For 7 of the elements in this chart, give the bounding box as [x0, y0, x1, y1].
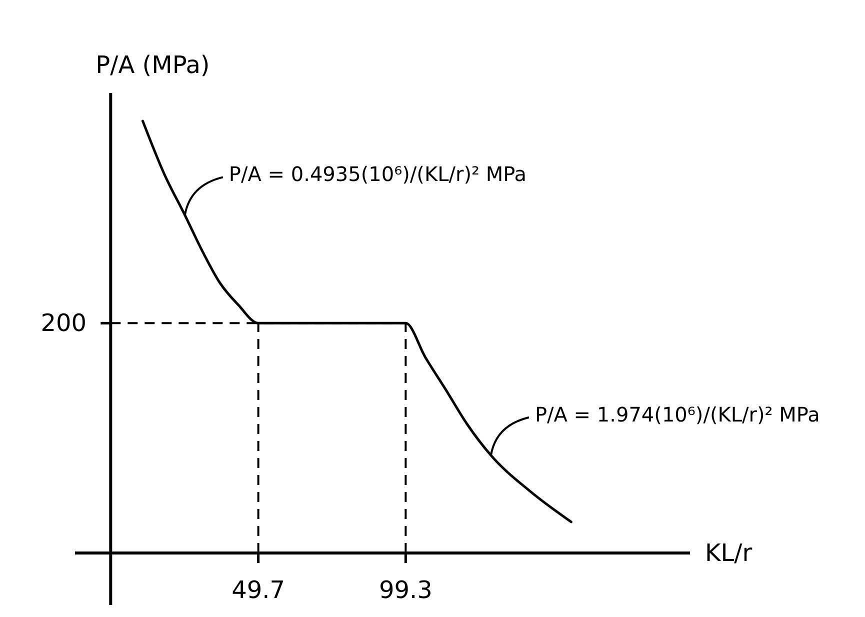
x-tick-label: 49.7	[232, 576, 286, 604]
annotation: P/A = 1.974(10⁶)/(KL/r)² MPa	[534, 402, 820, 426]
annotation: 200	[40, 309, 87, 338]
annotation: P/A = 0.4935(10⁶)/(KL/r)² MPa	[228, 162, 527, 186]
x-axis-title: KL/r	[705, 539, 752, 567]
y-axis-title: P/A (MPa)	[96, 51, 210, 79]
x-tick-label: 99.3	[378, 576, 432, 604]
